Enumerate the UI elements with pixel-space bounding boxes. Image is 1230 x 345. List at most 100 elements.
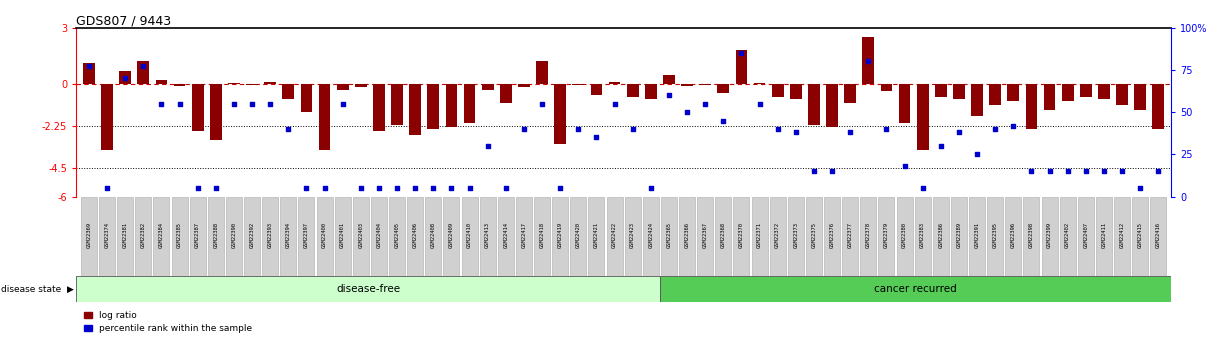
- Bar: [316, 197, 332, 276]
- Text: GSM22418: GSM22418: [540, 222, 545, 248]
- Text: GSM22423: GSM22423: [630, 222, 635, 248]
- Bar: [335, 197, 351, 276]
- Bar: [173, 84, 186, 86]
- Bar: [752, 197, 768, 276]
- Bar: [208, 197, 224, 276]
- Bar: [1007, 84, 1020, 101]
- Bar: [1096, 197, 1112, 276]
- Text: GSM22400: GSM22400: [322, 222, 327, 248]
- Bar: [897, 197, 913, 276]
- Point: [351, 186, 370, 191]
- Bar: [389, 197, 405, 276]
- Text: GSM22415: GSM22415: [1138, 222, 1143, 248]
- Point: [678, 109, 697, 115]
- Text: GSM22419: GSM22419: [557, 222, 562, 248]
- Point: [79, 64, 98, 69]
- Bar: [1026, 84, 1037, 129]
- Text: GSM22377: GSM22377: [847, 222, 852, 248]
- Point: [315, 186, 335, 191]
- Text: GSM22407: GSM22407: [1084, 222, 1089, 248]
- Bar: [1077, 197, 1093, 276]
- Point: [296, 186, 316, 191]
- Point: [877, 126, 897, 132]
- Text: GSM22390: GSM22390: [231, 222, 236, 248]
- Bar: [280, 197, 296, 276]
- Bar: [588, 197, 604, 276]
- Point: [732, 50, 752, 56]
- Bar: [371, 197, 387, 276]
- Bar: [972, 84, 983, 116]
- Point: [496, 186, 515, 191]
- Bar: [138, 61, 149, 84]
- Text: GSM22397: GSM22397: [304, 222, 309, 248]
- Point: [514, 126, 534, 132]
- Text: GSM22402: GSM22402: [1065, 222, 1070, 248]
- Point: [913, 186, 932, 191]
- Bar: [1061, 84, 1074, 101]
- Bar: [189, 197, 205, 276]
- Text: GSM22383: GSM22383: [920, 222, 925, 248]
- Point: [786, 130, 806, 135]
- Bar: [770, 197, 786, 276]
- Bar: [627, 84, 638, 97]
- Point: [985, 126, 1005, 132]
- Bar: [552, 197, 568, 276]
- Point: [261, 101, 280, 106]
- Point: [950, 130, 969, 135]
- Point: [423, 186, 443, 191]
- Text: GSM22411: GSM22411: [1101, 222, 1107, 248]
- Bar: [154, 197, 170, 276]
- Bar: [498, 197, 514, 276]
- Point: [242, 101, 262, 106]
- Bar: [391, 84, 403, 125]
- Bar: [264, 82, 276, 84]
- Point: [587, 135, 606, 140]
- Text: GSM22380: GSM22380: [902, 222, 907, 248]
- Point: [224, 101, 244, 106]
- Point: [333, 101, 353, 106]
- Text: GSM22395: GSM22395: [993, 222, 998, 248]
- Point: [1004, 123, 1023, 128]
- Text: GSM22365: GSM22365: [667, 222, 672, 248]
- Bar: [1005, 197, 1021, 276]
- Text: GSM22416: GSM22416: [1156, 222, 1161, 248]
- Bar: [645, 84, 657, 99]
- Bar: [754, 83, 765, 84]
- Text: disease state  ▶: disease state ▶: [1, 284, 74, 294]
- Bar: [407, 197, 423, 276]
- Bar: [572, 84, 584, 85]
- Bar: [862, 37, 875, 84]
- Bar: [192, 84, 204, 131]
- Bar: [771, 84, 784, 97]
- Point: [1022, 169, 1042, 174]
- Bar: [827, 84, 838, 127]
- Text: GSM22381: GSM22381: [123, 222, 128, 248]
- Bar: [988, 197, 1004, 276]
- Bar: [932, 197, 948, 276]
- Bar: [81, 197, 97, 276]
- Point: [1130, 186, 1150, 191]
- Text: GSM22385: GSM22385: [177, 222, 182, 248]
- Point: [533, 101, 552, 106]
- Bar: [518, 84, 530, 87]
- Bar: [661, 197, 676, 276]
- Point: [1076, 169, 1096, 174]
- Bar: [84, 63, 95, 84]
- Bar: [480, 197, 496, 276]
- Bar: [515, 197, 531, 276]
- Bar: [571, 197, 587, 276]
- Bar: [155, 80, 167, 84]
- Bar: [210, 84, 221, 140]
- Text: GSM22379: GSM22379: [884, 222, 889, 248]
- Text: GSM22374: GSM22374: [105, 222, 109, 248]
- Bar: [1060, 197, 1075, 276]
- Bar: [878, 197, 894, 276]
- Bar: [643, 197, 659, 276]
- Bar: [410, 84, 421, 135]
- Bar: [609, 82, 620, 84]
- Text: GSM22371: GSM22371: [756, 222, 763, 248]
- Bar: [697, 197, 713, 276]
- Bar: [790, 84, 802, 99]
- Bar: [172, 197, 187, 276]
- Bar: [606, 197, 622, 276]
